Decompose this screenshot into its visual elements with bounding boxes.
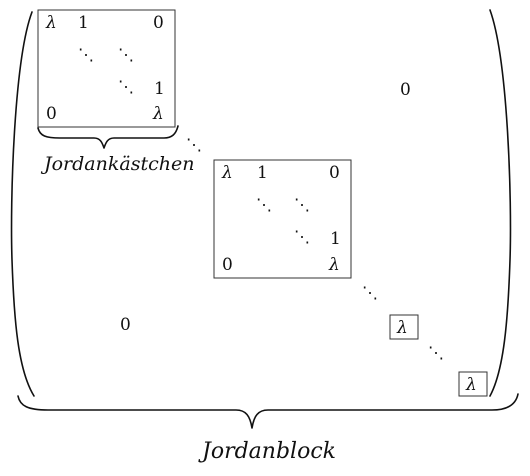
jordan-block-label: Jordanblock [198,439,336,464]
box2-lambda-bottom: λ [328,255,340,275]
jordan-box-1 [37,9,176,128]
box2-one-top: 1 [257,163,268,183]
jordan-kaestchen-label: Jordankästchen [40,153,194,175]
box2-one-right: 1 [330,229,341,249]
box2-ddots-2: ⋱ [294,195,310,214]
jordan-kaestchen-brace [37,125,179,149]
box1-zero-bottom-left: 0 [46,104,57,124]
jordan-box-3 [389,314,419,340]
box1-one-top: 1 [78,13,89,33]
box2-ddots-3: ⋱ [294,227,310,246]
box1-ddots-1: ⋱ [78,45,94,64]
diagonal-ddots-2: ⋱ [362,283,378,302]
jordan-block-brace [17,393,519,429]
box3-lambda: λ [396,318,408,338]
box2-zero-top-right: 0 [329,163,340,183]
upper-right-zero: 0 [400,80,411,100]
left-parenthesis [10,11,35,397]
box1-ddots-2: ⋱ [118,45,134,64]
box1-one-right: 1 [154,79,165,99]
box1-lambda-top: λ [45,13,57,33]
right-parenthesis [489,9,512,397]
diagonal-ddots-3: ⋱ [428,343,444,362]
jordan-box-2 [213,159,352,279]
box1-lambda-bottom: λ [152,104,164,124]
box4-lambda: λ [465,375,477,395]
diagonal-ddots-1: ⋱ [186,135,202,154]
jordan-box-4 [458,371,488,397]
box2-ddots-1: ⋱ [256,195,272,214]
box2-lambda-top: λ [221,163,233,183]
lower-left-zero: 0 [120,315,131,335]
box1-zero-top-right: 0 [153,13,164,33]
box2-zero-bottom-left: 0 [222,255,233,275]
box1-ddots-3: ⋱ [118,77,134,96]
